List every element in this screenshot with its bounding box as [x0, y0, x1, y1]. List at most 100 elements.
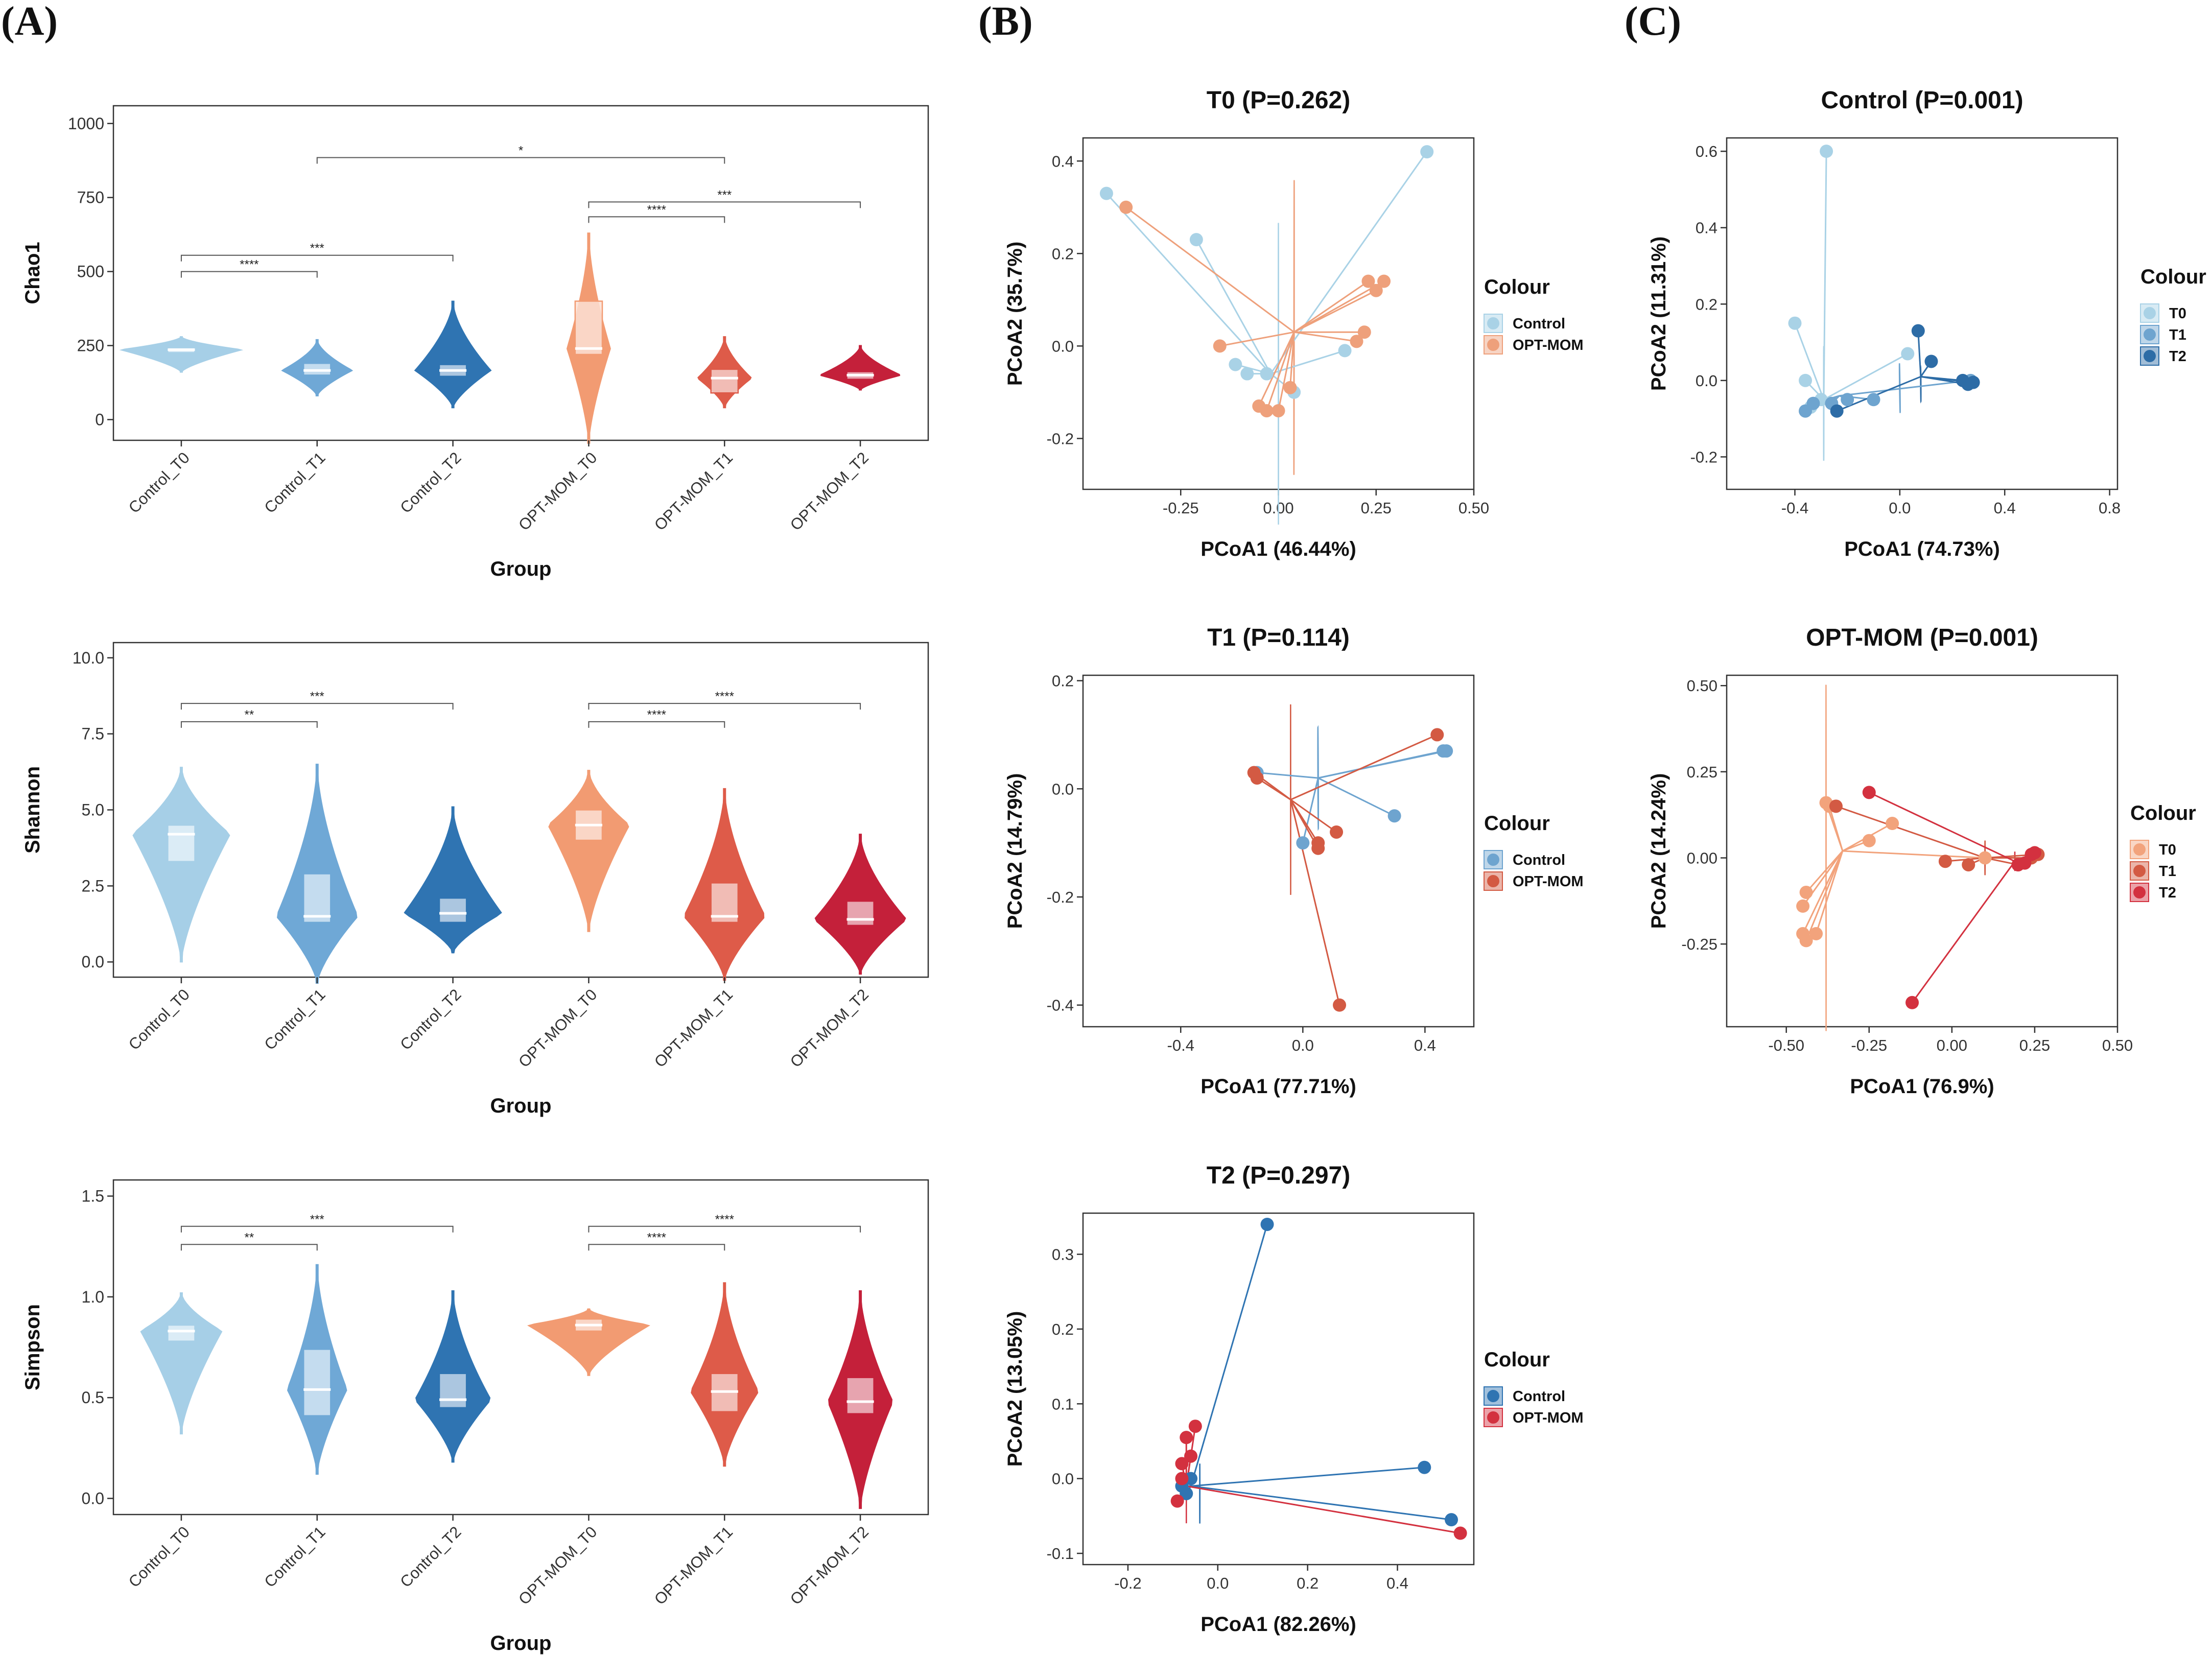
y-tick-label: 0: [95, 410, 104, 429]
y-axis-label: PCoA2 (13.05%): [1004, 1311, 1026, 1467]
data-point: [1867, 393, 1880, 407]
data-point: [1886, 817, 1899, 831]
panel-label-b: (B): [978, 0, 1033, 44]
centroid-spoke: [1256, 777, 1291, 800]
data-point: [1296, 836, 1310, 850]
legend-label: OPT-MOM: [1513, 873, 1584, 890]
significance-bracket: [588, 216, 725, 223]
y-tick-label: 0.6: [1696, 143, 1717, 160]
data-point: [1099, 186, 1113, 200]
legend-label: Control: [1513, 1388, 1565, 1405]
significance-bracket: [180, 703, 454, 710]
y-tick-label: 0.0: [1052, 780, 1074, 798]
pcoa-chart-pcoa-control: Control (P=0.001) -0.4 0.0 0.4 0.8 -0.2 0.0 0.2…: [1648, 87, 2206, 560]
x-tick-label: Control_T1: [261, 448, 329, 516]
violin-chart-simpson: 0.0 0.5 1.0 1.5 Simpson Group Control_T0 Contro…: [21, 1179, 929, 1654]
significance-label: **: [244, 708, 254, 722]
data-point: [1330, 825, 1344, 839]
centroid-spoke: [1911, 861, 2016, 1003]
y-axis-label: PCoA2 (14.79%): [1004, 773, 1026, 929]
x-axis-label: Group: [490, 1632, 552, 1654]
x-tick-label: 0.8: [2099, 499, 2121, 517]
data-point: [1333, 998, 1347, 1012]
data-point: [1418, 1460, 1431, 1474]
centroid-spoke: [1839, 380, 1971, 397]
data-point: [1229, 358, 1242, 371]
y-tick-label: 1.0: [82, 1288, 104, 1306]
x-tick-label: -0.25: [1163, 499, 1199, 517]
legend-marker: [1487, 317, 1499, 329]
centroid-spoke: [1794, 323, 1825, 400]
significance-bracket: [588, 1225, 861, 1233]
violin-shape: [132, 767, 230, 963]
data-point: [1350, 335, 1363, 348]
significance-label: ****: [240, 258, 258, 272]
significance-label: **: [244, 1231, 254, 1244]
data-point: [1311, 841, 1325, 855]
x-tick-label: 0.0: [1292, 1036, 1314, 1054]
box-plot: [438, 1373, 467, 1409]
violin-chart-shannon: 0.0 2.5 5.0 7.5 10.0 Shannon Group Control_T0 Co…: [21, 642, 929, 1117]
centroid-spoke: [1837, 376, 1921, 412]
data-point: [1338, 344, 1352, 358]
x-axis-label: Group: [490, 1095, 552, 1117]
legend-marker: [2144, 307, 2156, 319]
violin-shape: [820, 345, 901, 391]
y-tick-label: 250: [77, 337, 104, 355]
plot-frame: [112, 105, 929, 441]
data-point: [1170, 1494, 1184, 1508]
data-point: [1799, 934, 1813, 948]
legend-marker: [1487, 1411, 1499, 1424]
data-point: [1357, 325, 1371, 339]
centroid-spoke: [1270, 349, 1345, 375]
legend-label: T1: [2159, 863, 2176, 880]
data-point: [1420, 145, 1434, 159]
data-point: [1911, 324, 1925, 338]
box-plot: [302, 1349, 332, 1416]
x-tick-label: 0.00: [1937, 1036, 1967, 1054]
significance-bracket: [316, 157, 725, 164]
significance-label: ****: [715, 690, 734, 703]
x-tick-label: 0.25: [2019, 1036, 2050, 1054]
centroid-spoke: [1125, 206, 1295, 333]
chart-title: T1 (P=0.114): [1207, 624, 1350, 651]
x-tick-label: 0.25: [1361, 499, 1392, 517]
data-point: [1240, 367, 1254, 381]
y-tick-label: -0.4: [1047, 997, 1074, 1014]
y-tick-label: 0.25: [1687, 763, 1717, 781]
significance-label: ****: [715, 1213, 734, 1226]
box-plot: [167, 824, 196, 862]
x-tick-label: Control_T2: [396, 985, 464, 1053]
centroid-spoke: [1823, 353, 1908, 400]
significance-label: ****: [647, 708, 666, 722]
data-point: [1799, 885, 1813, 899]
y-tick-label: 0.50: [1687, 677, 1717, 695]
violin-shape: [140, 1292, 223, 1435]
plot-frame: [1726, 137, 2119, 490]
data-point: [1820, 145, 1833, 158]
significance-label: *: [519, 144, 523, 157]
y-tick-label: 0.1: [1052, 1395, 1074, 1413]
data-point: [1260, 367, 1274, 381]
y-axis-label: PCoA2 (14.24%): [1648, 773, 1670, 929]
data-point: [1260, 1217, 1274, 1231]
x-tick-label: -0.2: [1114, 1574, 1141, 1592]
x-axis-label: PCoA1 (82.26%): [1201, 1613, 1356, 1636]
data-point: [1966, 375, 1980, 389]
y-tick-label: -0.1: [1047, 1545, 1074, 1563]
centroid-spoke: [1278, 332, 1295, 411]
y-tick-label: 0.2: [1696, 295, 1717, 313]
x-tick-label: OPT-MOM_T0: [515, 448, 600, 534]
legend-marker: [2144, 350, 2156, 362]
legend-label: OPT-MOM: [1513, 1410, 1584, 1426]
y-tick-label: 0.5: [82, 1388, 104, 1407]
data-point: [1830, 404, 1844, 418]
legend-marker: [1487, 875, 1499, 887]
centroid-spoke: [1869, 791, 2015, 862]
plot-frame: [112, 642, 929, 978]
plot-frame: [1082, 674, 1475, 1028]
centroid-spoke: [1293, 331, 1357, 342]
y-axis-label: PCoA2 (11.31%): [1648, 237, 1670, 391]
x-tick-label: Control_T1: [261, 985, 329, 1053]
y-tick-label: 0.0: [1052, 1470, 1074, 1488]
